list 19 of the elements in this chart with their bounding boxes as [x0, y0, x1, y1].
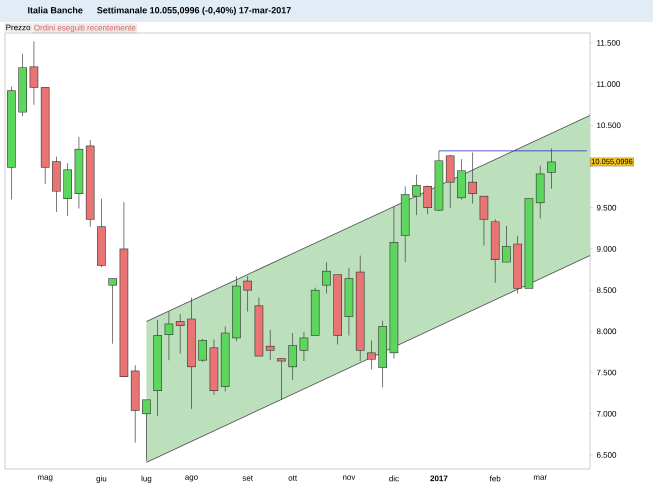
chart-subtitle: Settimanale 10.055,0996 (-0,40%) 17-mar-2017 [97, 6, 291, 16]
candlestick [108, 278, 117, 344]
candlestick [547, 148, 556, 190]
candlestick [502, 226, 511, 262]
candlestick [367, 340, 376, 370]
candlestick [423, 185, 432, 215]
candlestick [243, 276, 252, 312]
candlestick [277, 358, 286, 400]
candlestick [480, 196, 488, 246]
candlestick [412, 174, 421, 216]
candlestick [322, 262, 331, 294]
candlestick [288, 332, 297, 380]
candlestick [266, 329, 274, 361]
candlestick [198, 338, 207, 362]
candlestick [176, 314, 184, 354]
candlestick [468, 152, 478, 204]
chart-title: Italia Banche [28, 6, 83, 14]
candlestick [30, 40, 38, 106]
candlestick [300, 332, 308, 362]
